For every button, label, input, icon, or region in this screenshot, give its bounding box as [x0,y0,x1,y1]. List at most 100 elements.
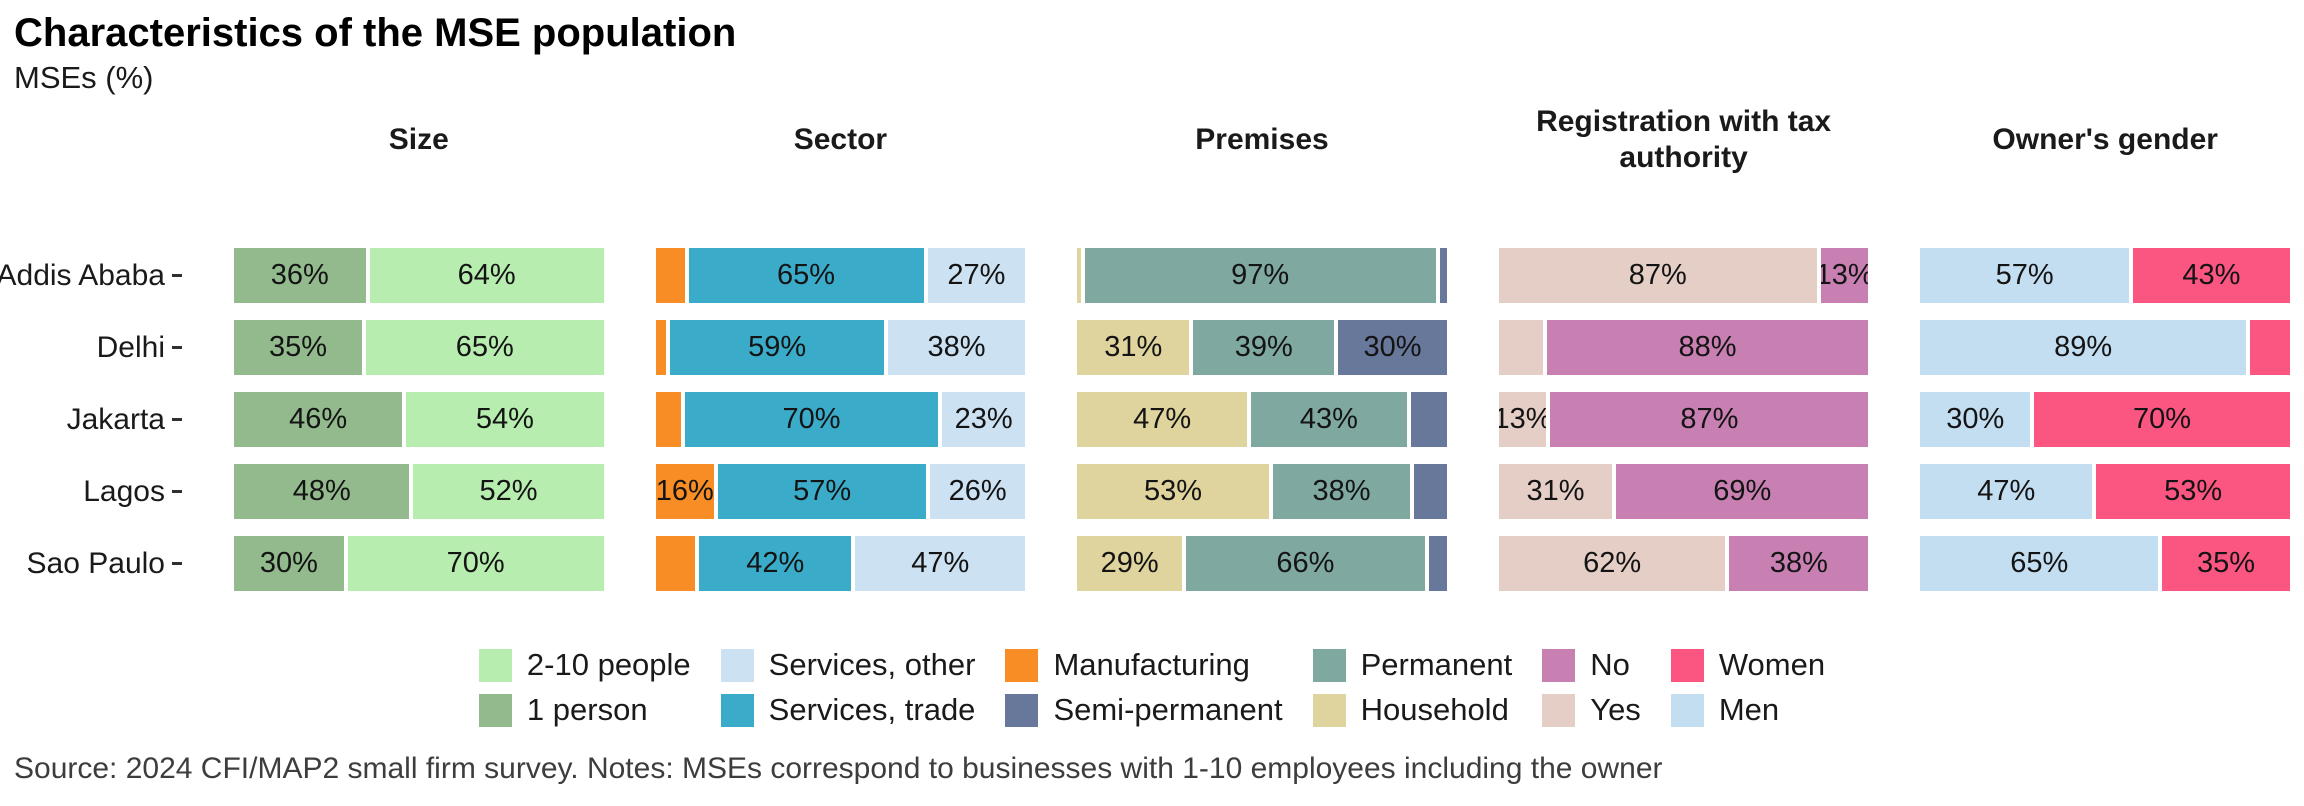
stacked-bar-owner-s-gender-lagos: 47% 53% [1920,464,2290,519]
stacked-bar-size-addis-ababa: 36% 64% [234,248,604,303]
bar-segment-permanent: 38% [1272,464,1411,519]
bar-segment-women: 35% [2162,536,2290,591]
segment-value-label: 53% [1143,475,1203,507]
row-label: Delhi [14,331,182,365]
segment-value-label: 30% [259,547,318,579]
bar-segment-permanent: 66% [1186,536,1425,591]
legend-swatch [1312,648,1346,682]
bar-segment-permanent: 97% [1084,248,1436,303]
bar-segment-services-other: 47% [855,536,1026,591]
row-label-text: Jakarta [66,402,165,436]
row-label-text: Delhi [96,330,165,364]
legend-item-women: Women [1670,647,1825,683]
bar-segment-men: 57% [1920,248,2129,303]
segment-value-label: 31% [1104,331,1163,363]
bar-segment-1-person: 30% [234,536,344,591]
bar-row-delhi: Delhi 35% 65% 59% 38% 31% 39% 30% 88% 89% [14,320,2290,375]
segment-value-label: 35% [2196,547,2256,579]
bar-segment-men: 47% [1920,464,2093,519]
segment-value-label: 69% [1713,475,1772,507]
chart-page: Characteristics of the MSE population MS… [0,10,2290,786]
axis-tick [172,274,182,277]
stacked-bar-premises-sao-paulo: 29% 66% [1077,536,1447,591]
segment-value-label: 59% [748,331,807,363]
bar-segment-women: 53% [2096,464,2290,519]
segment-value-label: 66% [1276,547,1335,579]
bar-segment-1-person: 46% [234,392,403,447]
bar-segment-semi-permanent: 30% [1338,320,1447,375]
bar-segment-yes: 13% [1498,392,1547,447]
segment-value-label: 47% [1133,403,1192,435]
bar-segment-men: 89% [1920,320,2246,375]
legend-swatch [478,648,512,682]
bar-row-lagos: Lagos 48% 52% 16% 57% 26% 53% 38% 31% 69% 47% 53% [14,464,2290,519]
segment-value-label: 57% [793,475,852,507]
stacked-bar-registration-with-tax-authority-delhi: 88% [1498,320,1869,375]
bar-segment-no: 38% [1729,536,1869,591]
bar-segment-semi-permanent [1414,464,1447,519]
segment-value-label: 64% [457,259,516,291]
segment-value-label: 70% [782,403,841,435]
segment-value-label: 13% [1820,259,1869,291]
stacked-bar-premises-addis-ababa: 97% [1077,248,1447,303]
bar-segment-services-other: 26% [930,464,1026,519]
panel-title-owner-s-gender: Owner's gender [1992,123,2218,156]
bar-segment-yes: 87% [1498,248,1817,303]
legend-label: Men [1718,692,1780,727]
legend-swatch [720,693,754,727]
segment-value-label: 30% [1946,403,2005,435]
stacked-bar-premises-jakarta: 47% 43% [1077,392,1447,447]
segment-value-label: 29% [1100,547,1159,579]
segment-value-label: 89% [2054,331,2113,363]
stacked-bar-premises-delhi: 31% 39% 30% [1077,320,1447,375]
stacked-bar-sector-delhi: 59% 38% [655,320,1026,375]
bar-segment-household: 31% [1077,320,1190,375]
bar-segment-household: 29% [1077,536,1183,591]
legend-label: Manufacturing [1053,647,1250,682]
segment-value-label: 97% [1231,259,1290,291]
segment-value-label: 88% [1678,331,1737,363]
bar-segment-1-person: 48% [234,464,410,519]
row-label: Sao Paulo [14,547,182,581]
bar-segment-men: 65% [1920,536,2159,591]
legend-label: 1 person [526,692,648,727]
legend-swatch [478,693,512,727]
stacked-bar-registration-with-tax-authority-sao-paulo: 62% 38% [1498,536,1869,591]
legend-swatch [1542,648,1576,682]
bar-segment-no: 88% [1546,320,1869,375]
row-label-text: Addis Ababa [0,258,165,292]
stacked-bar-registration-with-tax-authority-lagos: 31% 69% [1498,464,1869,519]
legend-item-permanent: Permanent [1312,647,1512,683]
segment-value-label: 38% [927,331,986,363]
segment-value-label: 57% [1995,259,2054,291]
segment-value-label: 13% [1498,403,1547,435]
panel-title-registration-with-tax-authority: Registration with tax authority [1536,105,1832,174]
stacked-bar-size-sao-paulo: 30% 70% [234,536,604,591]
stacked-bar-sector-addis-ababa: 65% 27% [655,248,1026,303]
panel-title-sector: Sector [793,123,888,156]
bar-segment-women [2249,320,2290,375]
source-note: Source: 2024 CFI/MAP2 small firm survey.… [14,752,1663,785]
legend-swatch [1670,648,1704,682]
legend-item-2-10-people: 2-10 people [478,647,691,683]
segment-value-label: 46% [289,403,348,435]
segment-value-label: 65% [2010,547,2069,579]
segment-value-label: 43% [2182,259,2241,291]
segment-value-label: 43% [1299,403,1358,435]
stacked-bar-sector-jakarta: 70% 23% [655,392,1026,447]
legend-swatch [720,648,754,682]
legend-label: No [1590,647,1630,682]
legend-label: Services, other [768,647,976,682]
segment-value-label: 54% [475,403,534,435]
bar-row-sao-paulo: Sao Paulo 30% 70% 42% 47% 29% 66% 62% 38% 65% 35% [14,536,2290,591]
bar-segment-semi-permanent [1439,248,1447,303]
bar-row-jakarta: Jakarta 46% 54% 70% 23% 47% 43% 13% 87% 30% 70% [14,392,2290,447]
segment-value-label: 65% [455,331,514,363]
bar-segment-2-10-people: 65% [365,320,604,375]
bar-row-addis-ababa: Addis Ababa 36% 64% 65% 27% 97% 87% 13% 57% 43% [0,248,2290,303]
bar-segment-women: 70% [2034,392,2290,447]
legend-item-services-other: Services, other [720,647,976,683]
bar-segment-semi-permanent [1428,536,1447,591]
bar-segment-2-10-people: 52% [413,464,604,519]
panel-title-premises: Premises [1195,123,1329,156]
